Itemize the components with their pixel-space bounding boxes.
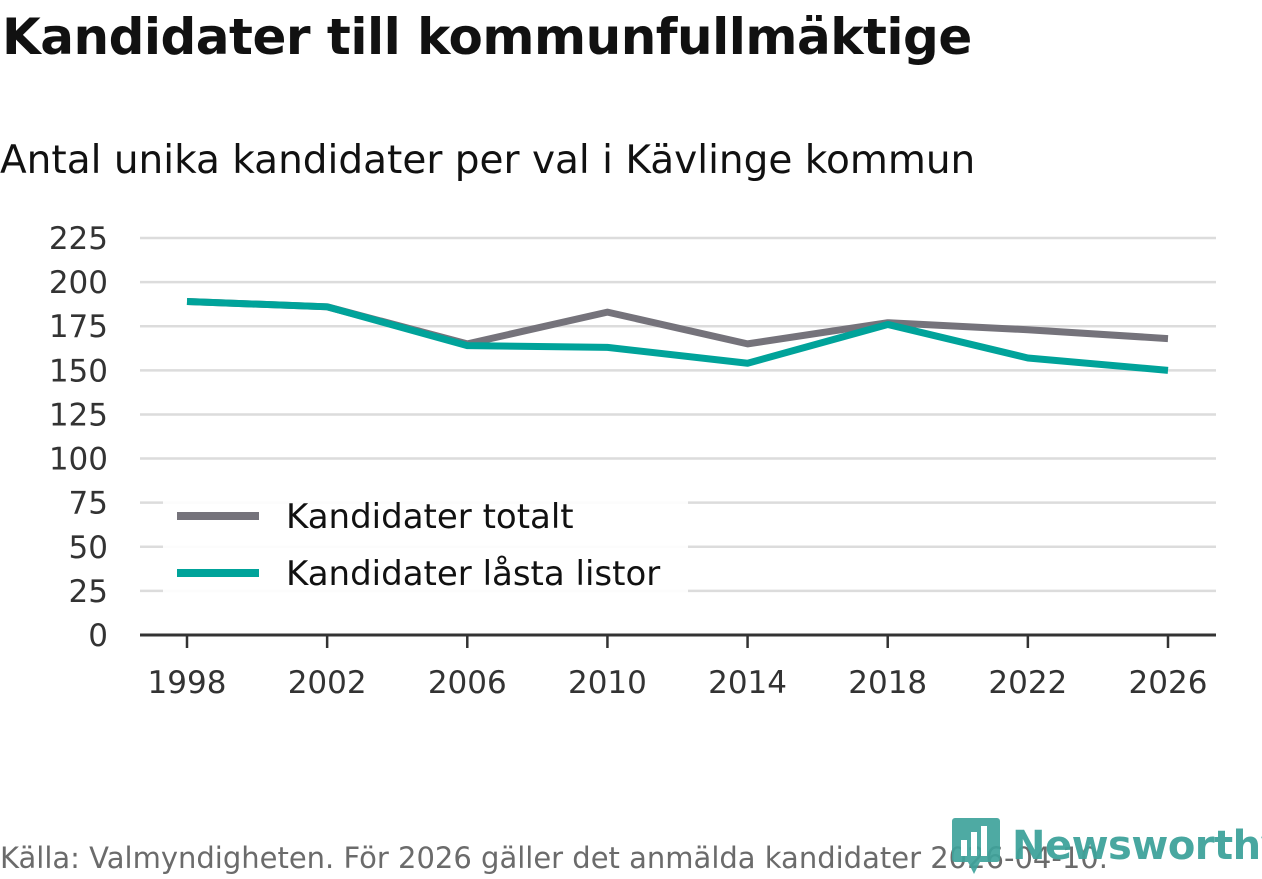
newsworthy-logo-icon [952, 818, 1000, 874]
x-tick-label-1998: 1998 [148, 665, 227, 701]
y-tick-label-100: 100 [49, 442, 108, 478]
series-lines [186, 298, 1169, 374]
y-tick-label-50: 50 [69, 530, 108, 566]
y-tick-label-175: 175 [49, 309, 108, 345]
y-tick-label-150: 150 [49, 353, 108, 389]
y-tick-label-125: 125 [49, 397, 108, 433]
x-tick-label-2026: 2026 [1129, 665, 1208, 701]
newsworthy-logo-text: Newsworthy [1012, 823, 1262, 869]
chart-title: Kandidater till kommunfullmäktige [2, 8, 972, 66]
series-line-kandidater-lasta-listor [186, 298, 1169, 374]
y-axis-ticks: 0 25 50 75 100 125 150 175 200 225 [49, 221, 108, 654]
legend-label-2: Kandidater låsta listor [286, 554, 660, 594]
x-tick-label-2006: 2006 [428, 665, 507, 701]
x-axis-ticks: 1998 2002 2006 2010 2014 2018 2022 2026 [140, 633, 1216, 701]
y-tick-label-25: 25 [69, 574, 108, 610]
x-tick-label-2002: 2002 [288, 665, 367, 701]
x-tick-label-2018: 2018 [848, 665, 927, 701]
legend-label-1: Kandidater totalt [286, 497, 574, 537]
legend: Kandidater totalt Kandidater låsta listor [163, 492, 688, 594]
x-tick-label-2010: 2010 [568, 665, 647, 701]
y-tick-label-0: 0 [88, 618, 108, 654]
x-tick-label-2022: 2022 [988, 665, 1067, 701]
y-tick-label-200: 200 [49, 265, 108, 301]
x-tick-label-2014: 2014 [708, 665, 787, 701]
y-tick-label-75: 75 [69, 486, 108, 522]
source-note: Källa: Valmyndigheten. För 2026 gäller d… [0, 841, 1108, 875]
chart-subtitle: Antal unika kandidater per val i Kävling… [0, 138, 976, 183]
newsworthy-logo: Newsworthy [952, 816, 1262, 876]
y-tick-label-225: 225 [49, 221, 108, 257]
